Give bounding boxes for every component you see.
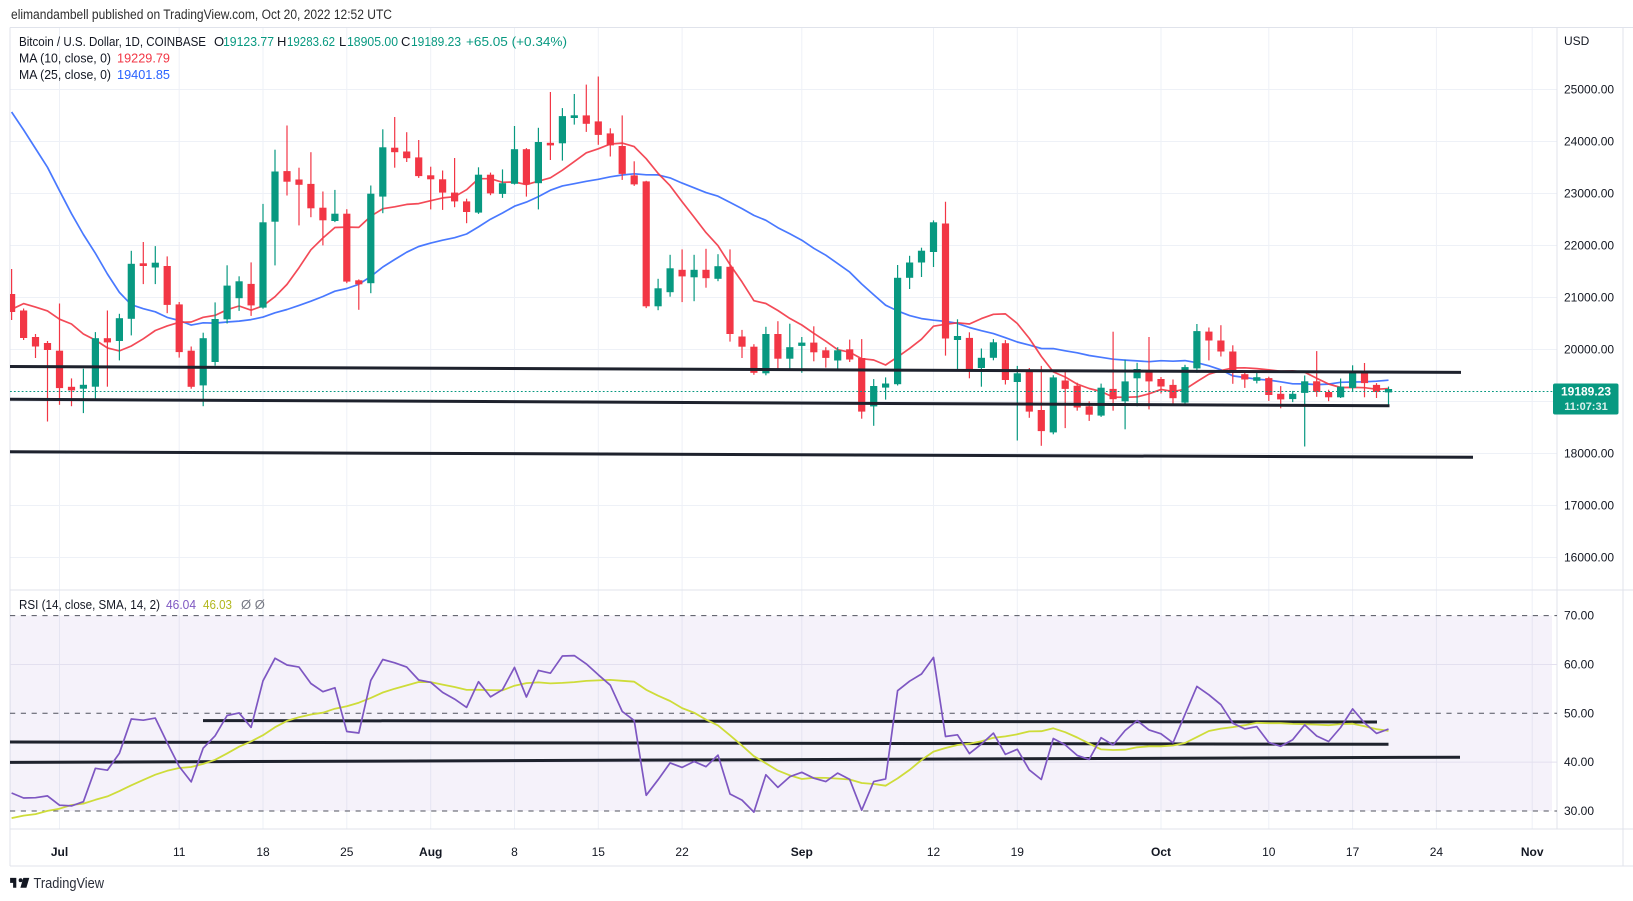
svg-text:70.00: 70.00 [1564,609,1594,623]
svg-text:10: 10 [1262,845,1276,859]
svg-text:RSI (14, close, SMA, 14, 2): RSI (14, close, SMA, 14, 2) [19,597,160,612]
svg-text:19189.23: 19189.23 [1561,385,1611,399]
svg-text:21000.00: 21000.00 [1564,291,1614,305]
svg-text:elimandambell published on Tra: elimandambell published on TradingView.c… [11,7,392,22]
svg-text:19283.62: 19283.62 [287,34,335,49]
svg-text:20000.00: 20000.00 [1564,343,1614,357]
svg-text:15: 15 [592,845,606,859]
svg-text:Oct: Oct [1151,845,1171,859]
svg-text:19401.85: 19401.85 [117,67,170,82]
svg-text:Ø Ø: Ø Ø [241,597,265,612]
svg-text:H: H [277,34,286,49]
svg-text:O: O [214,34,224,49]
svg-text:8: 8 [511,845,518,859]
svg-text:C: C [401,34,410,49]
svg-text:18000.00: 18000.00 [1564,447,1614,461]
svg-text:Aug: Aug [419,845,442,859]
svg-text:Sep: Sep [791,845,813,859]
svg-text:22: 22 [675,845,689,859]
svg-text:11: 11 [173,845,186,859]
svg-text:Jul: Jul [51,845,68,859]
svg-text:60.00: 60.00 [1564,658,1594,672]
svg-text:18905.00: 18905.00 [347,34,398,49]
svg-text:11:07:31: 11:07:31 [1564,401,1607,413]
svg-text:17: 17 [1346,845,1360,859]
svg-text:19229.79: 19229.79 [117,51,170,66]
svg-text:17000.00: 17000.00 [1564,499,1614,513]
svg-text:46.04: 46.04 [166,597,196,612]
svg-text:12: 12 [927,845,941,859]
svg-text:MA (10, close, 0): MA (10, close, 0) [19,51,111,66]
svg-text:23000.00: 23000.00 [1564,187,1614,201]
svg-text:Bitcoin / U.S. Dollar, 1D, COI: Bitcoin / U.S. Dollar, 1D, COINBASE [19,34,206,49]
svg-text:25000.00: 25000.00 [1564,83,1614,97]
svg-text:30.00: 30.00 [1564,804,1594,818]
svg-text:Nov: Nov [1521,845,1544,859]
svg-text:18: 18 [256,845,270,859]
svg-text:19123.77: 19123.77 [223,34,274,49]
svg-text:19: 19 [1011,845,1025,859]
svg-text:46.03: 46.03 [203,597,232,612]
svg-text:22000.00: 22000.00 [1564,239,1614,253]
svg-text:25: 25 [340,845,354,859]
svg-text:+65.05 (+0.34%): +65.05 (+0.34%) [466,34,567,49]
svg-text:USD: USD [1564,34,1590,48]
svg-text:19189.23: 19189.23 [411,34,461,49]
svg-text:MA (25, close, 0): MA (25, close, 0) [19,67,111,82]
svg-text:TradingView: TradingView [34,876,105,892]
svg-text:40.00: 40.00 [1564,755,1594,769]
svg-text:24: 24 [1430,845,1444,859]
svg-text:16000.00: 16000.00 [1564,551,1614,565]
svg-text:L: L [339,34,346,49]
svg-text:24000.00: 24000.00 [1564,135,1614,149]
svg-text:50.00: 50.00 [1564,706,1594,720]
